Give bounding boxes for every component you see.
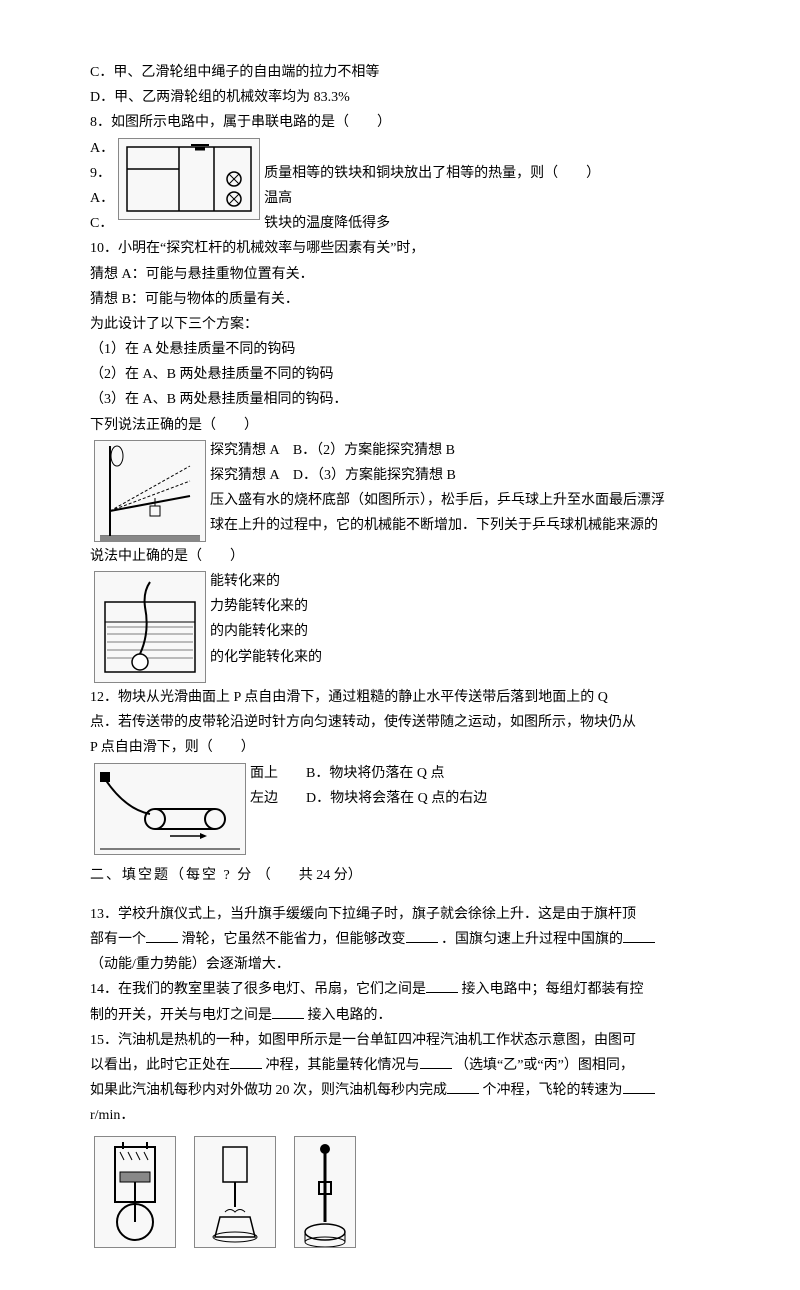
q11-opt-a: 能转化来的 <box>210 569 710 594</box>
q15-blank-2[interactable] <box>420 1054 452 1069</box>
q9-option-c-tail: 铁块的温度降低得多 <box>264 211 600 236</box>
q13-blank-2[interactable] <box>406 928 438 943</box>
q11-figure-row: 能转化来的 力势能转化来的 的内能转化来的 的化学能转化来的 <box>90 569 710 685</box>
lever-diagram <box>94 440 206 542</box>
q13-blank-1[interactable] <box>146 928 178 943</box>
q12-opt-row2: 左边 D．物块将会落在 Q 点的右边 <box>250 786 710 811</box>
circuit-diagram <box>118 138 260 220</box>
q10-plan-3: （3）在 A、B 两处悬挂质量相同的钩码． <box>90 387 710 412</box>
q10-hyp-a: 猜想 A：可能与悬挂重物位置有关． <box>90 262 710 287</box>
q15-line2: 以看出，此时它正处在 冲程，其能量转化情况与 （选填“乙”或“丙”）图相同， <box>90 1053 710 1078</box>
q9-option-c-label: C． <box>90 211 114 236</box>
engine-diagram-2 <box>194 1136 276 1248</box>
q8-q9-row: A． 9． A． C． 质量相等的铁块和铜块放出了相等的热量，则（ ） 温高 铁… <box>90 136 710 237</box>
q13-line3: （动能/重力势能）会逐渐增大． <box>90 952 710 977</box>
q11-line1: 压入盛有水的烧杯底部（如图所示），松手后，乒乓球上升至水面最后漂浮 <box>210 488 710 513</box>
q9-option-a-tail: 温高 <box>264 186 600 211</box>
q10-hyp-b: 猜想 B：可能与物体的质量有关． <box>90 287 710 312</box>
q11-opt-d: 的化学能转化来的 <box>210 645 710 670</box>
q13-line2: 部有一个 滑轮，它虽然不能省力，但能够改变 ．国旗匀速上升过程中国旗的 <box>90 927 710 952</box>
q7-option-d: D．甲、乙两滑轮组的机械效率均为 83.3% <box>90 85 710 110</box>
q10-plan-2: （2）在 A、B 两处悬挂质量不同的钩码 <box>90 362 710 387</box>
q7-option-c: C．甲、乙滑轮组中绳子的自由端的拉力不相等 <box>90 60 710 85</box>
q10-stem: 10．小明在“探究杠杆的机械效率与哪些因素有关”时， <box>90 236 710 261</box>
q10-plan-1: （1）在 A 处悬挂质量不同的钩码 <box>90 337 710 362</box>
q15-figure-row <box>90 1134 710 1250</box>
q14-line1: 14．在我们的教室里装了很多电灯、吊扇，它们之间是 接入电路中；每组灯都装有控 <box>90 977 710 1002</box>
q14-blank-1[interactable] <box>426 978 458 993</box>
q12-stem-2: 点．若传送带的皮带轮沿逆时针方向匀速转动，使传送带随之运动，如图所示，物块仍从 <box>90 710 710 735</box>
q10-opt-row2: 探究猜想 A D．（3）方案能探究猜想 B <box>210 463 710 488</box>
q10-figure-row: 探究猜想 A B．（2）方案能探究猜想 B 探究猜想 A D．（3）方案能探究猜… <box>90 438 710 544</box>
q11-opt-c: 的内能转化来的 <box>210 619 710 644</box>
q12-figure-row: 面上 B．物块将仍落在 Q 点 左边 D．物块将会落在 Q 点的右边 <box>90 761 710 857</box>
q9-stem-tail: 质量相等的铁块和铜块放出了相等的热量，则（ ） <box>264 161 600 186</box>
q9-label: 9． <box>90 166 111 181</box>
q10-opt-row1: 探究猜想 A B．（2）方案能探究猜想 B <box>210 438 710 463</box>
engine-diagram-1 <box>94 1136 176 1248</box>
q15-line3: 如果此汽油机每秒内对外做功 20 次，则汽油机每秒内完成 个冲程，飞轮的转速为 <box>90 1078 710 1103</box>
q11-opt-b: 力势能转化来的 <box>210 594 710 619</box>
section-2-title: 二、填空题（每空 ? 分 （ 共 24 分） <box>90 863 710 888</box>
q15-blank-3[interactable] <box>447 1079 479 1094</box>
q12-stem-3: P 点自由滑下，则（ ） <box>90 735 710 760</box>
engine-diagram-3 <box>294 1136 356 1248</box>
q15-blank-1[interactable] <box>230 1054 262 1069</box>
q11-line2: 球在上升的过程中，它的机械能不断增加．下列关于乒乓球机械能来源的 <box>210 513 710 538</box>
q13-blank-3[interactable] <box>623 928 655 943</box>
q12-stem-1: 12．物块从光滑曲面上 P 点自由滑下，通过粗糙的静止水平传送带后落到地面上的 … <box>90 685 710 710</box>
q10-lead: 为此设计了以下三个方案： <box>90 312 710 337</box>
q8-stem: 8．如图所示电路中，属于串联电路的是（ ） <box>90 110 710 135</box>
q15-blank-4[interactable] <box>623 1079 655 1094</box>
q12-opt-row1: 面上 B．物块将仍落在 Q 点 <box>250 761 710 786</box>
q11-line3: 说法中止确的是（ ） <box>90 544 710 569</box>
q10-which: 下列说法正确的是（ ） <box>90 413 710 438</box>
q14-line2: 制的开关，开关与电灯之间是 接入电路的． <box>90 1003 710 1028</box>
q15-line1: 15．汽油机是热机的一种，如图甲所示是一台单缸四冲程汽油机工作状态示意图，由图可 <box>90 1028 710 1053</box>
q14-blank-2[interactable] <box>272 1004 304 1019</box>
q8-option-a: A． <box>90 136 114 161</box>
q9-option-a-label: A． <box>90 186 114 211</box>
conveyor-diagram <box>94 763 246 855</box>
beaker-diagram <box>94 571 206 683</box>
q13-line1: 13．学校升旗仪式上，当升旗手缓缓向下拉绳子时，旗子就会徐徐上升．这是由于旗杆顶 <box>90 902 710 927</box>
q15-line4: r/min． <box>90 1103 710 1128</box>
